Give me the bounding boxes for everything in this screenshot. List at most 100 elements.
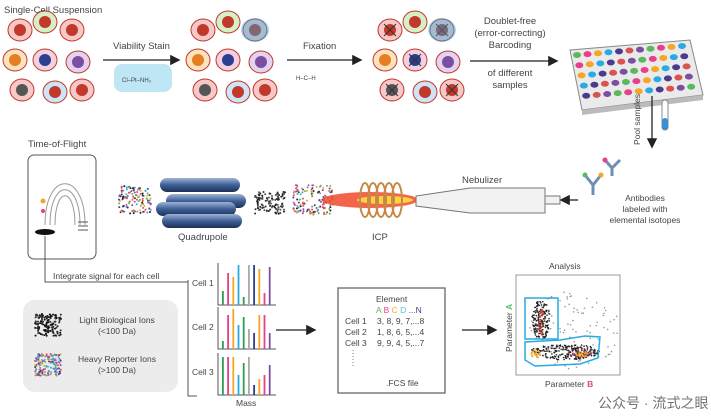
event-dot <box>558 350 560 352</box>
spectrum-peak <box>222 341 224 349</box>
ion <box>298 209 301 212</box>
ion <box>283 196 286 199</box>
barcode-mark <box>385 83 399 97</box>
ion <box>319 192 322 195</box>
spectrum-peak <box>268 267 271 305</box>
event-dot <box>542 335 544 338</box>
event-dot <box>536 355 539 358</box>
ion <box>37 317 40 320</box>
svg-text:Cell 1: Cell 1 <box>345 316 367 326</box>
event-dot <box>575 366 578 368</box>
well <box>596 60 605 67</box>
well <box>648 55 657 62</box>
event-dot <box>556 345 559 348</box>
ion <box>146 199 149 202</box>
ion <box>35 357 38 360</box>
event-dot <box>567 349 570 352</box>
ion <box>296 185 299 188</box>
ion <box>311 195 314 198</box>
event-dot <box>607 353 610 356</box>
event-dot <box>533 349 536 352</box>
cell-nucleus <box>442 56 454 68</box>
event-dot <box>548 312 550 315</box>
ion <box>271 197 274 200</box>
ion <box>275 207 278 210</box>
ion <box>301 191 304 194</box>
ion <box>132 187 135 190</box>
ion <box>46 365 49 368</box>
event-dot <box>534 334 537 336</box>
cell-nucleus <box>16 84 28 96</box>
well <box>645 87 654 94</box>
ion <box>54 323 57 326</box>
event-dot <box>581 349 583 352</box>
event-dot <box>542 317 545 320</box>
event-dot <box>551 353 553 355</box>
well <box>657 44 665 51</box>
ion <box>311 187 314 190</box>
event-dot <box>563 291 565 294</box>
barcoding-label: Doublet-free (error-correcting) Barcodin… <box>474 16 545 91</box>
event-dot <box>541 309 544 311</box>
ion <box>139 192 142 195</box>
ion <box>292 196 295 199</box>
ion <box>40 313 43 316</box>
ion <box>49 320 52 323</box>
ion <box>56 330 59 333</box>
event-dot <box>573 344 576 347</box>
ion <box>316 210 319 213</box>
event-dot <box>613 344 616 347</box>
ion <box>292 191 295 194</box>
ion <box>132 197 135 200</box>
ion <box>328 208 331 211</box>
event-dot <box>558 347 561 349</box>
event-dot <box>595 302 598 304</box>
event-dot <box>532 347 535 350</box>
ion <box>282 191 285 194</box>
event-dot <box>548 310 550 312</box>
ion <box>35 360 38 363</box>
event-dot <box>539 300 541 303</box>
event-dot <box>542 325 545 327</box>
ion <box>268 202 271 205</box>
event-dot <box>529 326 531 329</box>
event-dot <box>559 354 561 356</box>
event-dot <box>541 313 544 316</box>
svg-text:A B C D ...N: A B C D ...N <box>376 305 422 315</box>
well <box>672 64 681 71</box>
ion <box>39 374 42 377</box>
ion <box>143 204 146 207</box>
ion <box>281 205 284 208</box>
ion <box>46 330 49 333</box>
ion <box>139 209 142 212</box>
event-dot <box>572 319 574 322</box>
spectrum-peak <box>263 315 266 349</box>
well <box>582 92 591 99</box>
ion <box>42 368 45 371</box>
fixation-label: Fixation <box>303 41 336 52</box>
ion <box>53 327 56 330</box>
event-dot <box>583 307 586 310</box>
event-dot <box>576 309 578 311</box>
event-dot <box>545 334 547 337</box>
ion <box>59 329 62 332</box>
ion <box>329 191 332 194</box>
ion <box>47 374 50 377</box>
ion <box>276 210 279 213</box>
cell-nucleus <box>49 86 61 98</box>
ion <box>274 204 277 207</box>
event-dot <box>546 356 549 359</box>
heavy-ions-label: Heavy Reporter Ions <box>78 354 156 364</box>
ion <box>38 326 41 329</box>
ion <box>120 186 123 189</box>
event-dot <box>605 355 607 358</box>
ion <box>45 332 48 335</box>
well <box>585 61 594 68</box>
event-dot <box>531 355 534 358</box>
barcode-mark <box>445 83 459 97</box>
event-dot <box>552 347 554 350</box>
ion <box>295 207 298 210</box>
ion <box>299 203 302 206</box>
event-dot <box>573 354 575 357</box>
ion <box>281 194 284 197</box>
